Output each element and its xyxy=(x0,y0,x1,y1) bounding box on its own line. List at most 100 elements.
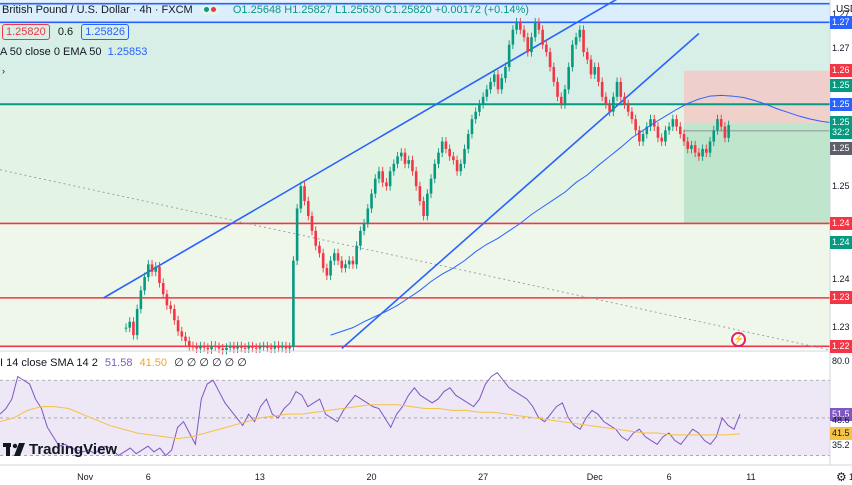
time-axis-label[interactable]: Nov xyxy=(77,472,94,482)
candle-body xyxy=(362,223,366,231)
candle-body xyxy=(381,171,384,183)
settings-gear-icon[interactable]: ⚙ xyxy=(836,470,847,484)
position-box[interactable] xyxy=(684,70,830,224)
candle-body xyxy=(333,253,336,261)
candle-body xyxy=(396,156,399,164)
candle-body xyxy=(295,208,299,261)
price-axis-label[interactable]: 1.23 xyxy=(832,322,850,333)
candle-body xyxy=(433,163,437,179)
candle-body xyxy=(388,171,392,187)
candle-body xyxy=(589,59,593,75)
candle-body xyxy=(288,347,291,349)
price-axis-label[interactable]: 35.2 xyxy=(832,440,850,451)
candle-body xyxy=(686,141,690,149)
candle-body xyxy=(329,260,332,276)
price-axis-label[interactable]: 1.25 xyxy=(830,142,852,156)
trade-buttons: 1.25820 0.6 1.25826 xyxy=(2,24,129,40)
candle-body xyxy=(470,119,474,135)
candle-body xyxy=(626,104,630,112)
price-axis-label[interactable]: 1.24 xyxy=(830,235,852,249)
candle-body xyxy=(154,266,158,272)
candle-body xyxy=(582,29,585,53)
ema-value: 1.25853 xyxy=(107,46,148,58)
price-axis-label[interactable]: 1.22 xyxy=(830,339,852,353)
rsi-sma-line xyxy=(0,404,741,440)
time-axis-label[interactable]: 27 xyxy=(478,472,489,482)
ohlc-high: H1.25827 xyxy=(284,4,332,16)
price-axis-label[interactable]: 80.0 xyxy=(832,355,850,366)
candle-body xyxy=(150,264,154,272)
sell-button[interactable]: 1.25820 xyxy=(2,24,50,40)
price-axis-label[interactable]: 32:2 xyxy=(830,126,852,140)
price-axis-label[interactable]: 1.27 xyxy=(832,9,850,20)
candle-body xyxy=(545,44,548,53)
candle-body xyxy=(340,260,344,269)
time-axis-label[interactable]: Dec xyxy=(586,472,603,482)
price-axis-label[interactable]: 1.25 xyxy=(832,180,850,191)
lightning-badge-icon[interactable]: ⚡ xyxy=(731,332,746,347)
time-axis-label[interactable]: 13 xyxy=(254,472,265,482)
time-axis-label[interactable]: 11 xyxy=(746,472,756,482)
candle-body xyxy=(466,134,470,149)
candle-body xyxy=(515,22,518,30)
candle-body xyxy=(299,186,303,209)
price-axis-label[interactable]: 1.24 xyxy=(830,216,852,230)
candle-body xyxy=(615,81,619,97)
currency-label[interactable]: USD xyxy=(836,4,852,15)
candle-body xyxy=(269,347,273,349)
candle-body xyxy=(310,215,314,231)
candle-body xyxy=(210,345,213,350)
buy-button[interactable]: 1.25826 xyxy=(81,24,129,40)
candle-body xyxy=(132,321,135,336)
candle-body xyxy=(321,253,325,269)
candle-body xyxy=(221,348,225,350)
price-axis-label[interactable]: 1.23 xyxy=(830,291,852,305)
candle-body xyxy=(492,74,496,82)
candle-body xyxy=(336,253,340,261)
candle-body xyxy=(693,145,697,153)
channel-lower-line xyxy=(341,32,700,350)
ohlc-close: C1.25820 xyxy=(383,4,432,16)
tradingview-logo[interactable]: TradingView xyxy=(3,441,117,458)
candle-body xyxy=(370,193,373,209)
price-axis-label[interactable]: 1.24 xyxy=(832,273,850,284)
candle-body xyxy=(522,29,526,38)
time-axis-label[interactable]: 1 xyxy=(848,472,852,482)
candle-body xyxy=(641,134,645,142)
drawing-lines[interactable] xyxy=(0,0,831,351)
candle-body xyxy=(124,327,128,329)
candle-body xyxy=(489,81,492,90)
rsi-placeholders: ∅ ∅ ∅ ∅ ∅ ∅ xyxy=(174,357,247,369)
ema-line xyxy=(330,94,833,336)
candle-body xyxy=(437,152,440,164)
candle-body xyxy=(541,29,544,45)
price-axis-label[interactable]: 51.5 xyxy=(830,408,852,422)
price-axis-label[interactable]: 48.6 xyxy=(832,415,850,426)
candle-body xyxy=(701,148,704,157)
price-axis-label[interactable]: 41.5 xyxy=(830,427,852,441)
time-axis-label[interactable]: 6 xyxy=(145,472,151,482)
candle-body xyxy=(366,208,370,224)
price-axis-label[interactable]: 1.26 xyxy=(830,64,852,78)
candle-body xyxy=(567,67,570,90)
candle-body xyxy=(649,119,652,127)
time-axis-label[interactable]: 6 xyxy=(666,472,672,482)
candle-body xyxy=(656,126,660,138)
symbol-title[interactable]: British Pound / U.S. Dollar · 4h · FXCM xyxy=(2,4,193,16)
ema-legend[interactable]: A 50 close 0 EMA 50 1.25853 xyxy=(0,46,147,58)
price-axis-label[interactable]: 1.25 xyxy=(830,79,852,93)
price-axis-label[interactable]: 1.25 xyxy=(830,97,852,111)
price-axis-label[interactable]: 1.27 xyxy=(832,42,850,53)
candle-body xyxy=(173,309,176,321)
rsi-legend[interactable]: I 14 close SMA 14 2 51.58 41.50 ∅ ∅ ∅ ∅ … xyxy=(0,356,247,369)
collapse-chevron-icon[interactable]: › xyxy=(2,66,5,76)
candle-body xyxy=(377,171,381,179)
market-status-icon[interactable] xyxy=(199,5,220,16)
price-axis-label[interactable]: 1.27 xyxy=(830,15,852,29)
candle-body xyxy=(258,347,262,349)
candle-body xyxy=(463,148,466,164)
candle-body xyxy=(191,346,195,348)
time-axis-label[interactable]: 20 xyxy=(366,472,377,482)
candle-body xyxy=(359,230,362,246)
